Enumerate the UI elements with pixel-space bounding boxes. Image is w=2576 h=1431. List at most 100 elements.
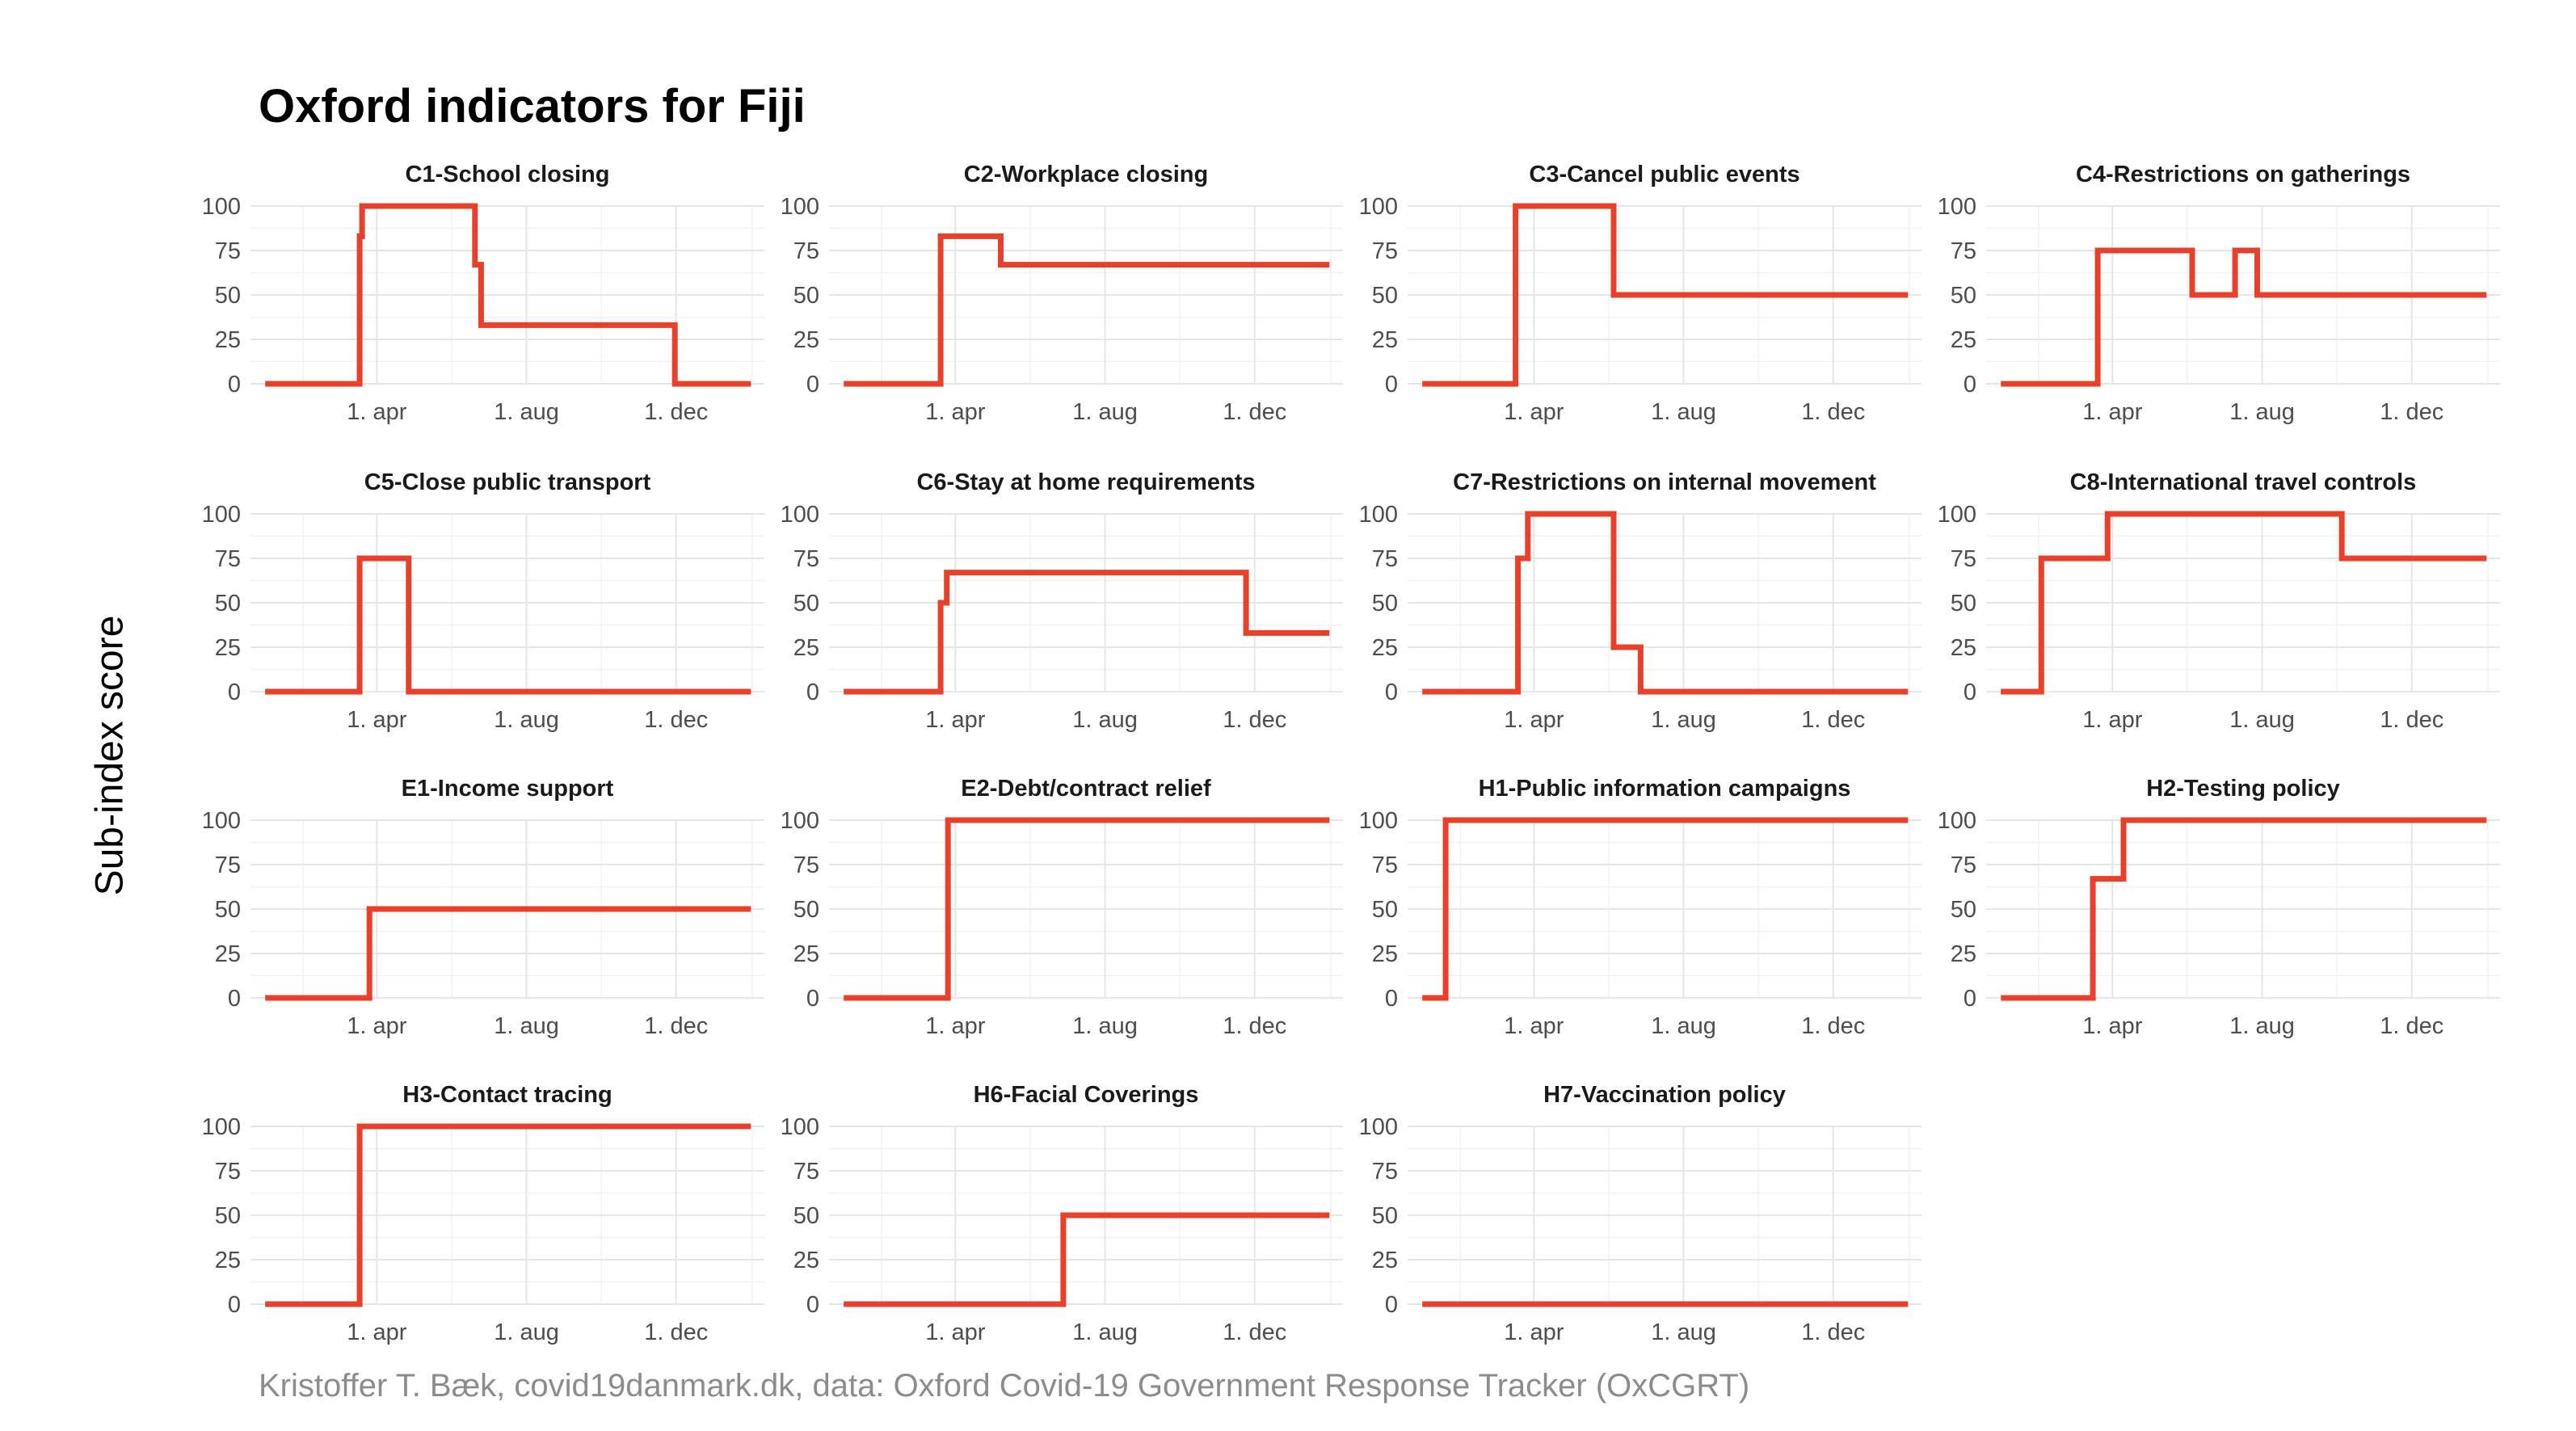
- y-tick-label: 100: [1938, 502, 1976, 528]
- y-tick-label: 75: [793, 852, 819, 878]
- panel-title: H7-Vaccination policy: [1543, 1082, 1786, 1108]
- x-tick-label: 1. dec: [1223, 1319, 1286, 1345]
- facet-panel: H2-Testing policy 0 25 50 75 100 1. apr 1. aug 1…: [1938, 776, 2500, 1039]
- series-line: [844, 1212, 1330, 1307]
- y-tick-label: 100: [202, 808, 241, 834]
- y-tick-label: 0: [1385, 680, 1398, 705]
- series-line: [844, 817, 1330, 1001]
- y-tick-label: 75: [215, 238, 241, 264]
- facet-panel: C4-Restrictions on gatherings 0 25 50 75 100 1…: [1938, 162, 2500, 425]
- y-tick-label: 75: [1951, 852, 1976, 878]
- series-line: [1422, 817, 1909, 1001]
- x-tick-label: 1. apr: [347, 707, 406, 733]
- y-tick-label: 75: [793, 546, 819, 572]
- x-tick-label: 1. dec: [1223, 707, 1286, 733]
- y-tick-label: 50: [1951, 897, 1976, 923]
- y-tick-label: 0: [1964, 986, 1976, 1012]
- x-tick-label: 1. aug: [1072, 1013, 1138, 1039]
- panel-title: H6-Facial Coverings: [974, 1082, 1199, 1108]
- y-tick-label: 0: [1964, 680, 1976, 705]
- x-tick-label: 1. aug: [1651, 707, 1716, 733]
- series-line: [1422, 511, 1909, 695]
- y-tick-label: 25: [1951, 635, 1976, 661]
- y-tick-label: 50: [1372, 897, 1398, 923]
- y-tick-label: 25: [793, 635, 819, 661]
- series-line: [265, 906, 751, 1001]
- facet-panel: C5-Close public transport 0 25 50 75 100 1. ap…: [202, 469, 764, 733]
- y-tick-label: 100: [781, 1114, 819, 1140]
- y-tick-label: 75: [1951, 546, 1976, 572]
- x-tick-label: 1. aug: [1651, 1013, 1716, 1039]
- x-tick-label: 1. apr: [925, 1013, 985, 1039]
- facet-panel: C1-School closing 0 25 50 75 100 1. apr 1. aug 1…: [202, 162, 764, 425]
- facet-panel: H6-Facial Coverings 0 25 50 75 100 1. apr 1. au…: [781, 1082, 1343, 1345]
- panel-title: H3-Contact tracing: [402, 1082, 612, 1108]
- y-tick-label: 100: [1359, 1114, 1398, 1140]
- y-tick-label: 25: [1372, 1248, 1398, 1273]
- facet-panel: C7-Restrictions on internal movement 0 25 5…: [1359, 469, 1921, 733]
- panel-title: E1-Income support: [402, 776, 614, 802]
- x-tick-label: 1. aug: [1072, 707, 1138, 733]
- y-tick-label: 25: [1372, 941, 1398, 967]
- x-tick-label: 1. apr: [2082, 1013, 2142, 1039]
- series-line: [2001, 817, 2487, 1001]
- source-caption: Kristoffer T. Bæk, covid19danmark.dk, da…: [259, 1368, 1750, 1404]
- y-tick-label: 25: [793, 327, 819, 353]
- x-tick-label: 1. dec: [1801, 707, 1865, 733]
- y-tick-label: 100: [781, 502, 819, 528]
- y-tick-label: 25: [215, 327, 241, 353]
- panel-title: C2-Workplace closing: [964, 162, 1208, 187]
- x-tick-label: 1. dec: [644, 399, 708, 425]
- y-tick-label: 0: [228, 680, 241, 705]
- y-tick-label: 0: [1964, 372, 1976, 398]
- y-tick-label: 100: [1359, 194, 1398, 220]
- y-tick-label: 50: [1372, 1203, 1398, 1229]
- x-tick-label: 1. apr: [347, 1013, 406, 1039]
- x-tick-label: 1. aug: [494, 1013, 559, 1039]
- x-tick-label: 1. apr: [1504, 399, 1564, 425]
- y-tick-label: 75: [1372, 546, 1398, 572]
- facet-panel: H7-Vaccination policy 0 25 50 75 100 1. apr 1. …: [1359, 1082, 1921, 1345]
- x-tick-label: 1. dec: [1223, 1013, 1286, 1039]
- y-tick-label: 75: [1372, 852, 1398, 878]
- y-tick-label: 100: [202, 1114, 241, 1140]
- series-line: [265, 1123, 751, 1307]
- y-tick-label: 100: [781, 808, 819, 834]
- y-tick-label: 100: [1938, 808, 1976, 834]
- panel-title: E2-Debt/contract relief: [961, 776, 1211, 802]
- y-tick-label: 0: [1385, 986, 1398, 1012]
- panel-title: C4-Restrictions on gatherings: [2076, 162, 2410, 187]
- panel-title: C6-Stay at home requirements: [916, 469, 1255, 495]
- x-tick-label: 1. dec: [1801, 399, 1865, 425]
- y-tick-label: 75: [793, 1159, 819, 1185]
- y-tick-label: 50: [215, 283, 241, 309]
- x-tick-label: 1. apr: [347, 1319, 406, 1345]
- y-tick-label: 50: [215, 591, 241, 617]
- y-tick-label: 100: [781, 194, 819, 220]
- panel-title: C1-School closing: [406, 162, 610, 187]
- panel-title: C7-Restrictions on internal movement: [1453, 469, 1876, 495]
- y-tick-label: 75: [1951, 238, 1976, 264]
- facet-panel: C8-International travel controls 0 25 50 75 1…: [1938, 469, 2500, 733]
- y-tick-label: 50: [793, 283, 819, 309]
- x-tick-label: 1. dec: [2380, 399, 2443, 425]
- y-tick-label: 25: [1372, 327, 1398, 353]
- panel-title: C8-International travel controls: [2070, 469, 2417, 495]
- y-tick-label: 0: [1385, 1292, 1398, 1318]
- y-tick-label: 50: [1372, 591, 1398, 617]
- series-line: [844, 233, 1330, 387]
- series-line: [844, 570, 1330, 695]
- x-tick-label: 1. aug: [1072, 399, 1138, 425]
- x-tick-label: 1. dec: [2380, 1013, 2443, 1039]
- y-tick-label: 0: [228, 986, 241, 1012]
- x-tick-label: 1. dec: [644, 707, 708, 733]
- x-tick-label: 1. dec: [1223, 399, 1286, 425]
- series-line: [2001, 247, 2487, 387]
- facet-panel: H3-Contact tracing 0 25 50 75 100 1. apr 1. aug…: [202, 1082, 764, 1345]
- panel-title: C5-Close public transport: [364, 469, 651, 495]
- x-tick-label: 1. apr: [347, 399, 406, 425]
- series-line: [2001, 511, 2487, 695]
- facet-panel: H1-Public information campaigns 0 25 50 75 10…: [1359, 776, 1921, 1039]
- y-tick-label: 50: [793, 1203, 819, 1229]
- y-tick-label: 50: [215, 1203, 241, 1229]
